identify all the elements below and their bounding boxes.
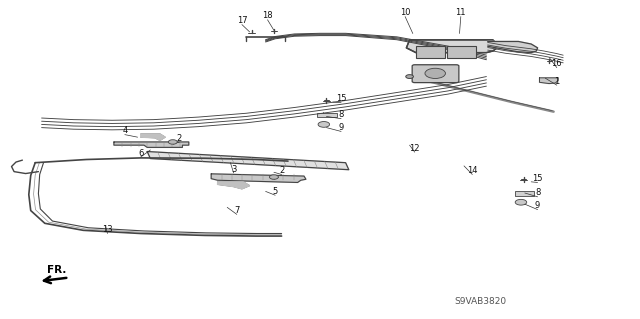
Text: FR.: FR.	[47, 265, 66, 275]
Circle shape	[168, 140, 177, 144]
FancyBboxPatch shape	[412, 65, 459, 83]
Text: 4: 4	[122, 126, 127, 135]
Text: 12: 12	[410, 144, 420, 153]
Polygon shape	[147, 152, 349, 170]
Text: 14: 14	[467, 166, 477, 175]
FancyBboxPatch shape	[416, 46, 445, 58]
Circle shape	[318, 122, 330, 127]
FancyBboxPatch shape	[447, 46, 476, 58]
Text: 15: 15	[532, 174, 543, 183]
Bar	[515, 191, 534, 196]
Text: 18: 18	[262, 11, 273, 20]
Bar	[317, 113, 337, 117]
Text: 6: 6	[138, 149, 143, 158]
Polygon shape	[218, 182, 250, 189]
Circle shape	[269, 175, 278, 179]
Text: 5: 5	[273, 187, 278, 196]
Polygon shape	[114, 142, 189, 147]
Text: 7: 7	[234, 206, 239, 215]
Circle shape	[425, 68, 445, 78]
Text: 15: 15	[336, 94, 346, 103]
Text: 9: 9	[535, 201, 540, 210]
Text: 2: 2	[279, 166, 284, 175]
Polygon shape	[406, 40, 499, 53]
Text: 10: 10	[400, 8, 410, 17]
Text: S9VAB3820: S9VAB3820	[454, 297, 506, 306]
Circle shape	[515, 199, 527, 205]
Polygon shape	[211, 174, 306, 182]
Text: 2: 2	[177, 134, 182, 143]
Polygon shape	[488, 41, 538, 53]
Text: 11: 11	[456, 8, 466, 17]
Text: 8: 8	[339, 110, 344, 119]
Text: 3: 3	[231, 165, 236, 174]
Text: 1: 1	[554, 77, 559, 86]
Text: 16: 16	[552, 59, 562, 68]
Text: 8: 8	[535, 189, 540, 197]
Text: 9: 9	[339, 123, 344, 132]
Circle shape	[406, 75, 413, 78]
Text: 13: 13	[102, 225, 113, 234]
Text: 17: 17	[237, 16, 247, 25]
Polygon shape	[540, 78, 558, 84]
Polygon shape	[141, 134, 165, 140]
